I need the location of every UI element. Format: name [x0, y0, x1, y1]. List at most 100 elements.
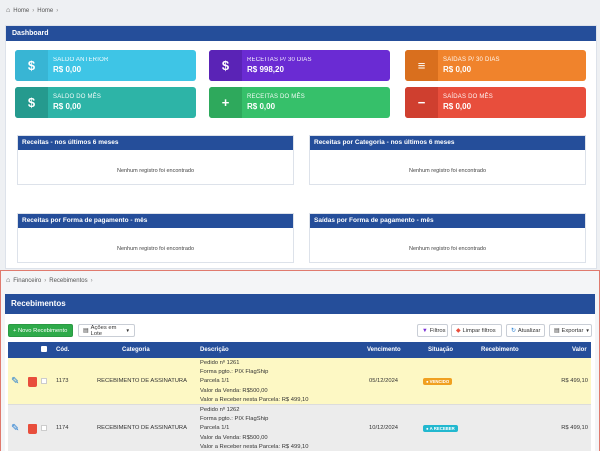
export-dropdown[interactable]: ▤ Exportar ▼ — [549, 324, 592, 337]
stat-card: − SAÍDAS DO MÊS R$ 0,00 — [405, 87, 586, 118]
chevron-right-icon: › — [90, 277, 93, 284]
cell-descricao: Pedido nº 1261 Forma pgto.: PIX FlagShip P… — [200, 359, 309, 405]
clear-filters-button[interactable]: ◆ Limpar filtros — [451, 324, 502, 337]
stat-card-value: R$ 0,00 — [53, 102, 82, 111]
dollar-icon: $ — [15, 87, 48, 118]
row-checkbox[interactable] — [41, 425, 47, 431]
stat-card: + RECEITAS DO MÊS R$ 0,00 — [209, 87, 390, 118]
edit-icon[interactable]: ✎ — [11, 376, 20, 387]
trash-icon[interactable] — [28, 424, 37, 434]
plus-icon: + — [209, 87, 242, 118]
description-line: Valor a Receber nesta Parcela: R$ 499,10 — [200, 396, 309, 403]
chart-panel-receitas-forma-pagamento: Receitas por Forma de pagamento - mês Ne… — [17, 213, 294, 263]
trash-icon[interactable] — [28, 377, 37, 387]
stat-card: $ SALDO DO MÊS R$ 0,00 — [15, 87, 196, 118]
breadcrumb-item[interactable]: Home — [13, 7, 30, 14]
column-header-recebimento[interactable]: Recebimento — [481, 347, 519, 353]
chevron-right-icon: › — [32, 7, 35, 14]
description-line: Valor a Receber nesta Parcela: R$ 499,10 — [200, 443, 309, 450]
description-line: Valor da Venda: R$500,00 — [200, 387, 268, 394]
breadcrumb-item[interactable]: Home — [37, 7, 54, 14]
breadcrumb: ⌂ Financeiro › Recebimentos › — [6, 277, 93, 284]
breadcrumb-item[interactable]: Financeiro — [13, 277, 42, 284]
export-icon: ▤ — [554, 327, 560, 334]
cell-valor: R$ 499,10 — [561, 378, 588, 384]
column-header-situacao[interactable]: Situação — [428, 347, 454, 353]
refresh-icon: ↻ — [511, 327, 516, 334]
stat-card-value: R$ 0,00 — [53, 65, 82, 74]
row-checkbox[interactable] — [41, 378, 47, 384]
stat-card: ≡ SAÍDAS P/ 30 DIAS R$ 0,00 — [405, 50, 586, 81]
empty-message: Nenhum registro foi encontrado — [116, 168, 195, 174]
table-header: Cód. Categoria Descrição Vencimento Situ… — [8, 342, 591, 358]
panel-title: Receitas por Categoria - nos últimos 6 m… — [310, 136, 585, 150]
breadcrumb: ⌂ Home › Home › — [6, 7, 58, 14]
stat-card: $ RECEITAS P/ 30 DIAS R$ 998,20 — [209, 50, 390, 81]
eraser-icon: ◆ — [456, 327, 461, 334]
chevron-right-icon: › — [56, 7, 59, 14]
dollar-icon: $ — [15, 50, 48, 81]
table-row[interactable]: ✎ 1174 RECEBIMENTO DE ASSINATURA Pedido nº … — [8, 405, 591, 451]
stat-card-label: RECEITAS P/ 30 DIAS — [247, 57, 312, 63]
chevron-right-icon: › — [44, 277, 47, 284]
description-line: Forma pgto.: PIX FlagShip — [200, 416, 269, 423]
edit-icon[interactable]: ✎ — [11, 423, 20, 434]
filters-button[interactable]: ▼ Filtros — [417, 324, 448, 337]
caret-down-icon: ▼ — [125, 328, 130, 333]
cell-vencimento: 05/12/2024 — [369, 378, 399, 384]
new-recebimento-button[interactable]: + Novo Recebimento — [8, 324, 73, 337]
page-title: Dashboard — [12, 30, 49, 37]
empty-message: Nenhum registro foi encontrado — [408, 246, 487, 252]
chart-panel-receitas-categoria: Receitas por Categoria - nos últimos 6 m… — [309, 135, 586, 185]
home-icon[interactable]: ⌂ — [6, 277, 11, 284]
list-icon: ▤ — [83, 328, 89, 334]
money-bag-icon: $ — [209, 50, 242, 81]
cell-codigo: 1173 — [56, 378, 69, 384]
cell-categoria: RECEBIMENTO DE ASSINATURA — [97, 378, 187, 384]
batch-actions-dropdown[interactable]: ▤ Ações em Lote ▼ — [78, 324, 135, 337]
chart-panel-saidas-forma-pagamento: Saídas por Forma de pagamento - mês Nenh… — [309, 213, 586, 263]
stat-card-label: SALDO ANTERIOR — [53, 57, 109, 63]
panel-title: Receitas por Forma de pagamento - mês — [18, 214, 293, 228]
stat-card-value: R$ 0,00 — [247, 102, 276, 111]
stat-card-label: SALDO DO MÊS — [53, 94, 102, 100]
receipt-icon: ≡ — [405, 50, 438, 81]
dashboard-header: Dashboard — [6, 26, 596, 41]
stat-card-label: SAÍDAS P/ 30 DIAS — [443, 57, 500, 63]
status-badge: ● A RECEBER — [423, 425, 458, 432]
filter-icon: ▼ — [422, 327, 428, 334]
recebimentos-header: Recebimentos — [5, 294, 595, 314]
column-header-categoria[interactable]: Categoria — [122, 347, 150, 353]
empty-message: Nenhum registro foi encontrado — [408, 168, 487, 174]
description-line: Parcela 1/1 — [200, 378, 230, 385]
cell-valor: R$ 499,10 — [561, 425, 588, 431]
breadcrumb-item[interactable]: Recebimentos — [49, 277, 88, 284]
recebimentos-table: Cód. Categoria Descrição Vencimento Situ… — [8, 342, 591, 451]
stat-card: $ SALDO ANTERIOR R$ 0,00 — [15, 50, 196, 81]
stat-card-label: SAÍDAS DO MÊS — [443, 94, 493, 100]
refresh-button[interactable]: ↻ Atualizar — [506, 324, 545, 337]
status-badge: ● VENCIDO — [423, 378, 453, 385]
description-line: Parcela 1/1 — [200, 425, 230, 432]
status-icon: ● — [426, 426, 429, 431]
table-row[interactable]: ✎ 1173 RECEBIMENTO DE ASSINATURA Pedido nº … — [8, 358, 591, 405]
stat-card-value: R$ 0,00 — [443, 65, 472, 74]
cell-codigo: 1174 — [56, 425, 69, 431]
home-icon[interactable]: ⌂ — [6, 7, 11, 14]
description-line: Valor da Venda: R$500,00 — [200, 434, 268, 441]
column-header-descricao[interactable]: Descrição — [200, 347, 229, 353]
column-header-valor[interactable]: Valor — [572, 347, 587, 353]
minus-icon: − — [405, 87, 438, 118]
status-icon: ● — [426, 379, 429, 384]
cell-descricao: Pedido nº 1262 Forma pgto.: PIX FlagShip P… — [200, 406, 309, 451]
column-header-vencimento[interactable]: Vencimento — [367, 347, 401, 353]
stat-card-label: RECEITAS DO MÊS — [247, 94, 305, 100]
description-line: Forma pgto.: PIX FlagShip — [200, 369, 269, 376]
cell-categoria: RECEBIMENTO DE ASSINATURA — [97, 425, 187, 431]
select-all-checkbox[interactable] — [41, 346, 47, 352]
panel-title: Saídas por Forma de pagamento - mês — [310, 214, 585, 228]
column-header-codigo[interactable]: Cód. — [56, 347, 70, 353]
description-line: Pedido nº 1261 — [200, 360, 240, 366]
cell-vencimento: 10/12/2024 — [369, 425, 399, 431]
caret-down-icon: ▼ — [585, 328, 590, 333]
